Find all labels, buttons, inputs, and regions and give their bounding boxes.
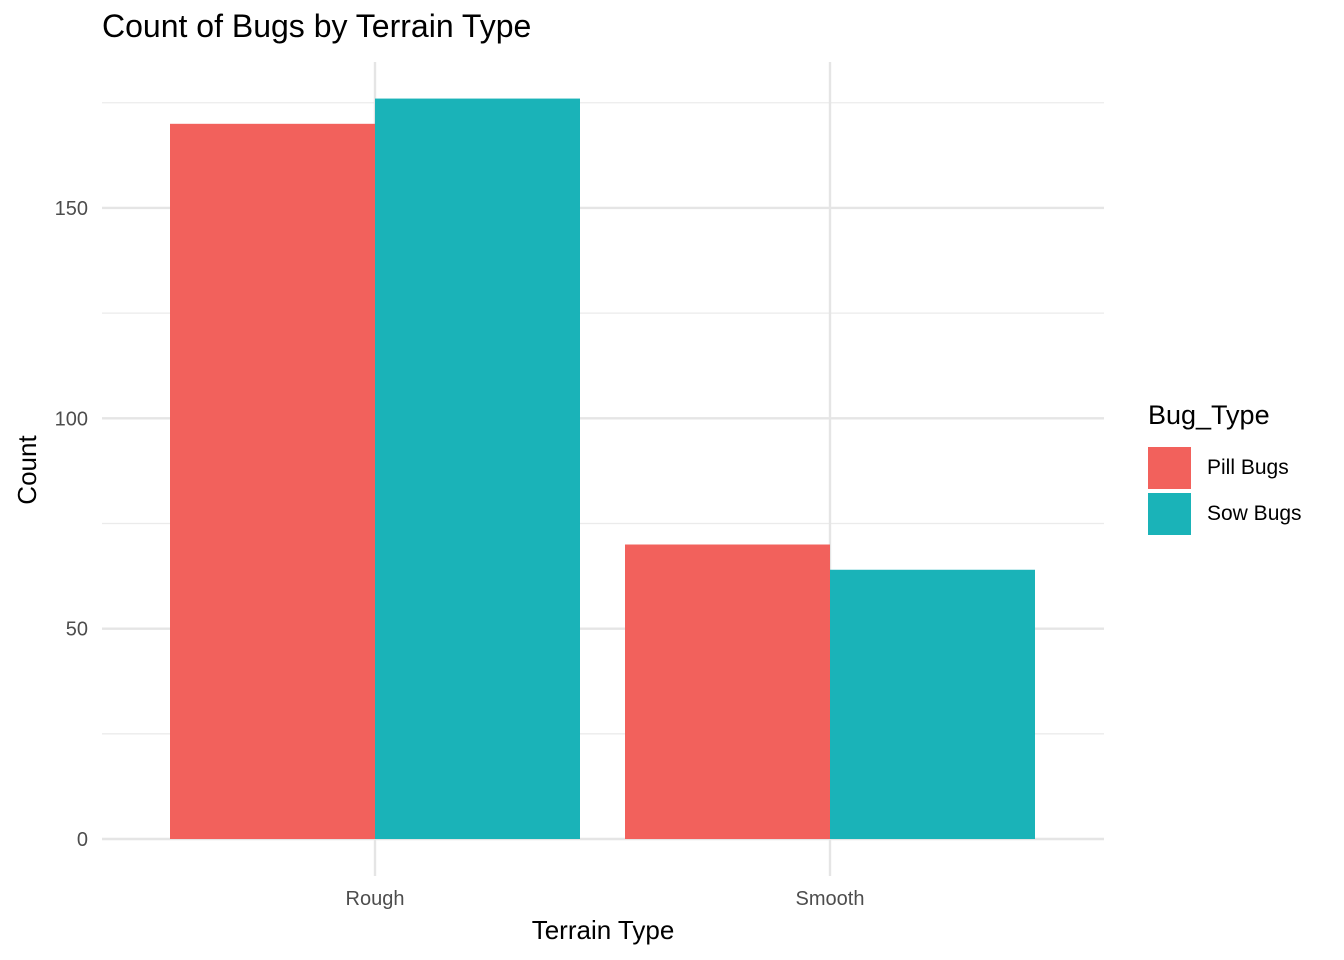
legend-item: Sow Bugs [1148,491,1302,537]
bars [170,98,1035,840]
legend-title: Bug_Type [1148,400,1270,430]
x-tick-label: Rough [346,888,405,910]
bar-sow-bugs-rough [375,98,580,840]
x-axis-title: Terrain Type [532,915,675,945]
legend-item: Pill Bugs [1148,445,1302,491]
bar-pill-bugs-rough [170,123,375,839]
x-tick-label: Smooth [796,888,865,910]
tick-labels: 0 50 100 150 Rough Smooth [55,198,865,910]
legend-swatch [1148,493,1191,535]
legend-label: Sow Bugs [1207,502,1302,525]
bar-pill-bugs-smooth [625,544,830,839]
legend-items: Pill Bugs Sow Bugs [1148,445,1302,537]
y-tick-label: 50 [66,619,88,641]
y-axis-title: Count [12,435,42,505]
y-tick-label: 100 [55,408,88,430]
legend-label: Pill Bugs [1207,456,1289,479]
y-tick-label: 150 [55,198,88,220]
chart-title: Count of Bugs by Terrain Type [102,8,532,44]
y-tick-label: 0 [77,829,88,851]
legend-swatch [1148,447,1191,489]
legend: Bug_Type Pill Bugs Sow Bugs [1148,400,1302,537]
bar-sow-bugs-smooth [830,569,1035,839]
